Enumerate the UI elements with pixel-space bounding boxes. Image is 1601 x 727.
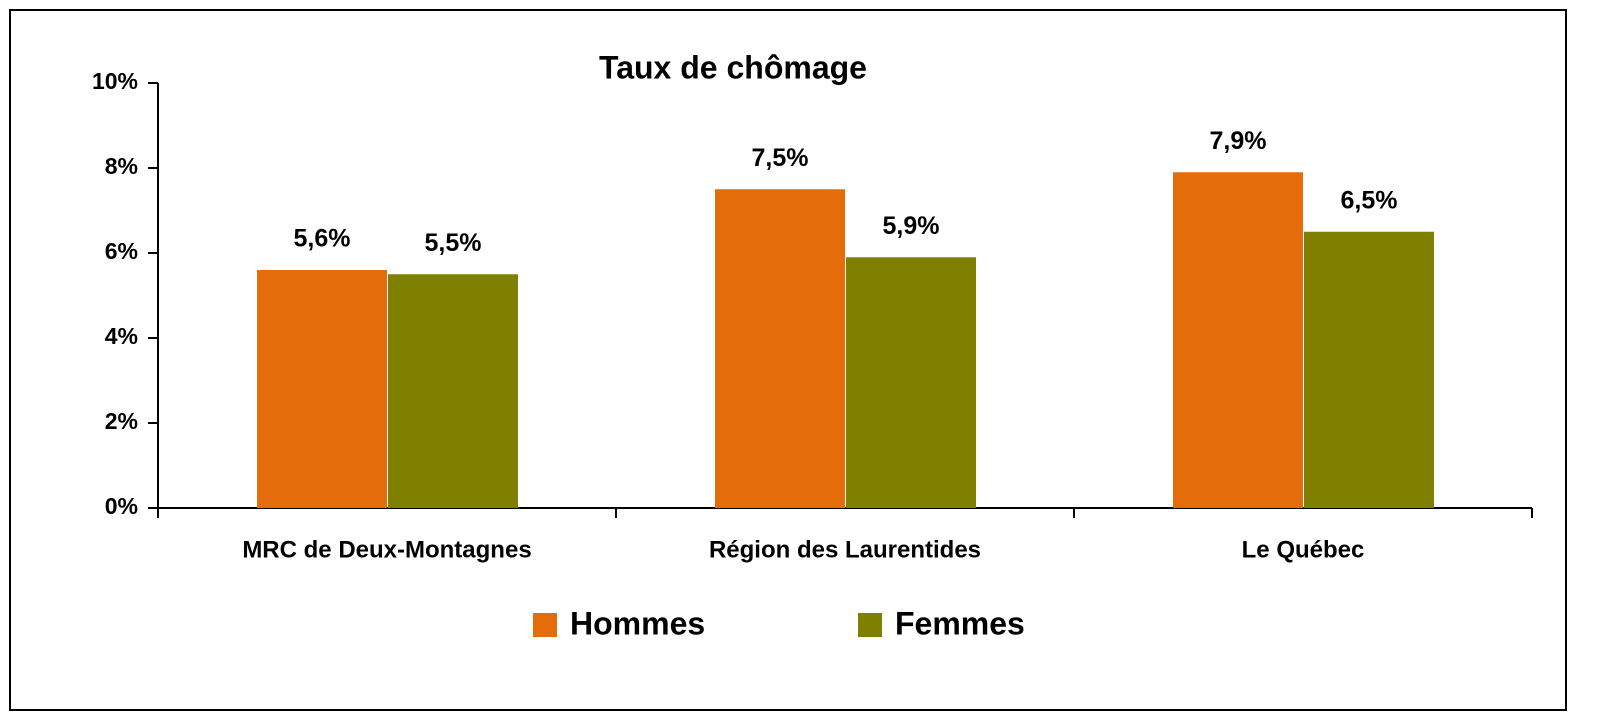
legend-swatch bbox=[858, 613, 882, 637]
bar bbox=[715, 189, 845, 508]
value-label: 5,6% bbox=[294, 225, 351, 253]
y-tick-label: 2% bbox=[105, 408, 138, 434]
legend-label: Femmes bbox=[895, 605, 1025, 641]
value-label: 5,9% bbox=[883, 212, 940, 240]
bar bbox=[846, 257, 976, 508]
chart-title: Taux de chômage bbox=[599, 49, 867, 85]
bar bbox=[388, 274, 518, 508]
value-label: 6,5% bbox=[1341, 186, 1398, 214]
bar bbox=[1304, 231, 1434, 508]
value-label: 5,5% bbox=[425, 229, 482, 257]
x-tick-label: Région des Laurentides bbox=[709, 536, 981, 563]
y-tick-label: 10% bbox=[92, 68, 138, 94]
value-label: 7,9% bbox=[1210, 127, 1267, 155]
value-label: 7,5% bbox=[752, 144, 809, 172]
bar bbox=[257, 270, 387, 508]
y-tick-label: 4% bbox=[105, 323, 138, 349]
y-tick-label: 8% bbox=[105, 153, 138, 179]
legend-label: Hommes bbox=[570, 605, 705, 641]
legend-swatch bbox=[533, 613, 557, 637]
bar bbox=[1173, 172, 1303, 508]
y-tick-label: 6% bbox=[105, 238, 138, 264]
y-tick-label: 0% bbox=[105, 493, 138, 519]
x-tick-label: MRC de Deux-Montagnes bbox=[242, 536, 531, 563]
x-tick-label: Le Québec bbox=[1242, 536, 1365, 563]
